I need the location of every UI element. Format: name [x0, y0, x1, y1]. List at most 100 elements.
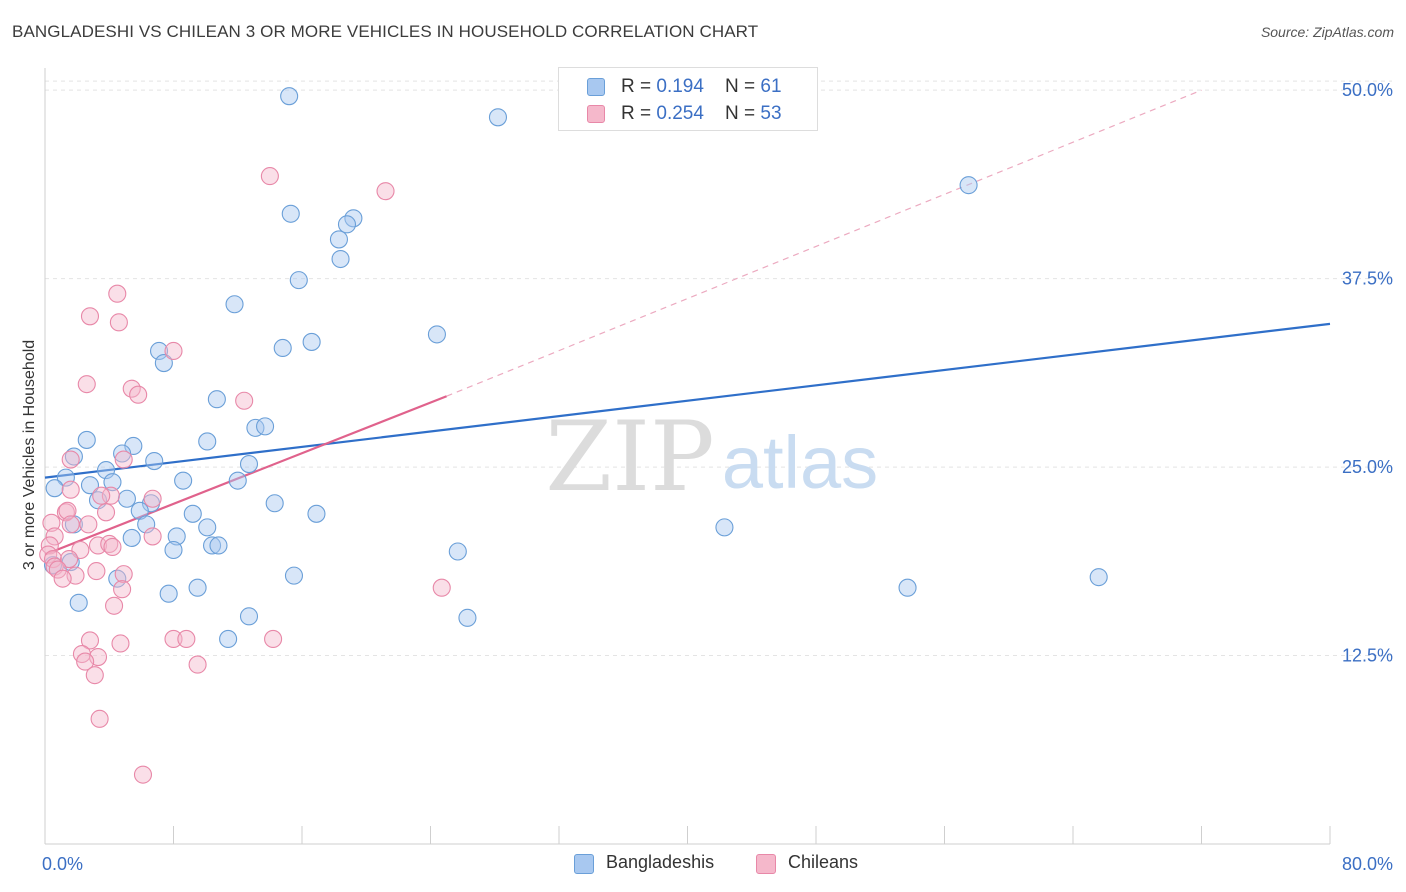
point-chileans: [103, 537, 122, 557]
y-tick-label: 12.5%: [1342, 646, 1393, 666]
point-bangladeshis: [256, 417, 275, 436]
point-bangladeshis: [80, 476, 100, 495]
point-chileans: [105, 596, 124, 615]
point-bangladeshis: [207, 390, 226, 409]
point-chileans: [432, 578, 451, 597]
point-chileans: [143, 489, 162, 508]
point-chileans: [85, 666, 104, 685]
y-tick-label: 25.0%: [1342, 457, 1393, 477]
point-bangladeshis: [164, 540, 183, 560]
trend-line-chileans: [44, 395, 447, 556]
y-tick-label: 37.5%: [1342, 269, 1393, 289]
point-bangladeshis: [329, 230, 348, 249]
point-chileans: [45, 527, 64, 546]
point-bangladeshis: [265, 494, 284, 513]
point-chileans: [58, 501, 77, 520]
point-bangladeshis: [302, 332, 321, 351]
point-bangladeshis: [188, 578, 207, 597]
point-bangladeshis: [69, 593, 88, 612]
point-chileans: [42, 513, 61, 532]
point-bangladeshis: [45, 479, 64, 498]
point-chileans: [88, 536, 108, 555]
point-chileans: [260, 167, 279, 186]
point-bangladeshis: [239, 455, 259, 474]
trend-line-bangladeshis: [44, 322, 1331, 479]
point-chileans: [61, 450, 80, 469]
point-bangladeshis: [959, 176, 978, 195]
point-bangladeshis: [331, 249, 350, 269]
point-bangladeshis: [337, 215, 357, 234]
point-chileans: [60, 549, 79, 569]
point-bangladeshis: [280, 87, 299, 106]
point-bangladeshis: [307, 504, 326, 523]
point-bangladeshis: [122, 528, 141, 547]
point-chileans: [79, 515, 98, 534]
point-chileans: [92, 486, 111, 505]
point-bangladeshis: [289, 271, 308, 290]
point-bangladeshis: [103, 473, 122, 492]
point-chileans: [101, 486, 120, 505]
point-bangladeshis: [198, 518, 217, 537]
point-bangladeshis: [56, 468, 75, 487]
legend-swatch-blue: [587, 78, 605, 96]
y-tick-label: 50.0%: [1342, 80, 1393, 100]
point-bangladeshis: [228, 471, 247, 490]
point-chileans: [264, 629, 283, 649]
point-bangladeshis: [284, 566, 304, 585]
legend-n-value: 53: [760, 103, 782, 124]
x-tick-label-min: 0.0%: [42, 854, 83, 874]
point-bangladeshis: [183, 504, 202, 523]
point-bangladeshis: [174, 471, 193, 490]
legend-n-value: 61: [760, 76, 782, 97]
point-chileans: [177, 629, 196, 649]
point-bangladeshis: [117, 489, 136, 508]
legend-r-label: R =: [621, 103, 657, 124]
point-chileans: [133, 765, 153, 784]
point-chileans: [109, 313, 128, 332]
legend-r-value: 0.194: [656, 76, 704, 97]
point-chileans: [108, 284, 127, 303]
point-bangladeshis: [149, 341, 169, 361]
point-chileans: [188, 655, 207, 674]
point-chileans: [77, 375, 96, 394]
point-bangladeshis: [427, 325, 446, 344]
point-bangladeshis: [239, 607, 259, 626]
point-bangladeshis: [145, 451, 164, 471]
point-bangladeshis: [1089, 568, 1108, 587]
point-bangladeshis: [154, 353, 173, 373]
legend-label: Bangladeshis: [606, 852, 715, 872]
series-legend: Bangladeshis Chileans: [0, 852, 1406, 878]
point-chileans: [129, 385, 148, 404]
legend-n-label: N =: [725, 103, 761, 124]
data-points: [39, 87, 1108, 784]
point-bangladeshis: [198, 432, 217, 451]
x-tick-label-max: 80.0%: [1342, 854, 1393, 874]
watermark-atlas: atlas: [722, 421, 878, 504]
tick-labels: 12.5% 25.0% 37.5% 50.0% 0.0% 80.0%: [42, 80, 1393, 874]
point-chileans: [61, 515, 80, 534]
point-chileans: [61, 480, 80, 499]
trend-extension-chileans: [446, 89, 1202, 397]
point-chileans: [113, 580, 132, 599]
trend-lines: [44, 89, 1331, 556]
grid-lines: [45, 80, 1392, 657]
legend-swatch-blue: [574, 854, 594, 874]
point-chileans: [143, 527, 162, 546]
point-bangladeshis: [458, 608, 477, 627]
point-bangladeshis: [488, 108, 508, 127]
point-chileans: [111, 634, 130, 653]
point-chileans: [114, 565, 133, 584]
legend-swatch-pink: [756, 854, 776, 874]
chart-title: BANGLADESHI VS CHILEAN 3 OR MORE VEHICLE…: [12, 22, 759, 41]
legend-swatch-pink: [587, 105, 605, 123]
point-chileans: [164, 629, 183, 649]
point-bangladeshis: [273, 338, 292, 358]
axes: [44, 68, 1331, 845]
legend-n-label: N =: [725, 76, 761, 97]
point-bangladeshis: [64, 447, 83, 466]
point-chileans: [376, 182, 395, 201]
point-bangladeshis: [898, 578, 917, 597]
legend-r-label: R =: [621, 76, 657, 97]
point-chileans: [87, 562, 106, 581]
watermark: ZIP atlas: [545, 401, 878, 513]
